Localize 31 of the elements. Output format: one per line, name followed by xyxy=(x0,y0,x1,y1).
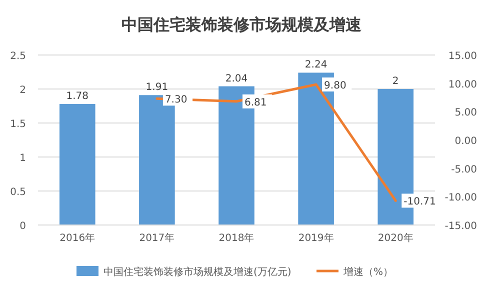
x-tick-label: 2020年 xyxy=(378,232,414,244)
y2-tick-label: 0.00 xyxy=(454,136,477,147)
data-label: 7.30 xyxy=(164,94,188,106)
data-label: 6.81 xyxy=(244,97,267,108)
data-label: 2.24 xyxy=(304,60,328,71)
bar xyxy=(59,104,96,225)
y-tick-label: 0 xyxy=(20,221,26,232)
legend-label: 中国住宅装饰装修市场规模及增速(万亿元) xyxy=(104,266,292,278)
y2-tick-label: 15.00 xyxy=(448,51,477,62)
y-tick-label: 1 xyxy=(20,153,26,164)
y-tick-label: 2 xyxy=(20,85,26,96)
x-tick-label: 2016年 xyxy=(60,232,96,244)
data-label: 1.78 xyxy=(66,90,89,102)
data-label: 9.80 xyxy=(324,80,346,92)
legend-label: 增速（%） xyxy=(342,266,394,278)
x-tick-label: 2019年 xyxy=(298,232,334,244)
data-label: 2.04 xyxy=(225,73,248,84)
y2-tick-label: -15.00 xyxy=(444,221,477,232)
y2-tick-label: 10.00 xyxy=(448,79,477,90)
data-label: -10.71 xyxy=(404,196,436,208)
data-label: 2 xyxy=(392,76,399,87)
x-tick-label: 2017年 xyxy=(139,232,175,244)
y-tick-label: 0.5 xyxy=(10,187,26,198)
data-label: 1.91 xyxy=(146,82,168,94)
x-tick-label: 2018年 xyxy=(218,232,254,244)
y2-tick-label: -10.00 xyxy=(444,192,477,204)
y-tick-label: 2.5 xyxy=(10,51,26,62)
chart-title: 中国住宅装饰装修市场规模及增速 xyxy=(122,15,362,34)
y2-tick-label: -5.00 xyxy=(451,164,477,176)
y2-tick-label: 5.00 xyxy=(454,108,477,119)
y-tick-label: 1.5 xyxy=(10,119,26,130)
